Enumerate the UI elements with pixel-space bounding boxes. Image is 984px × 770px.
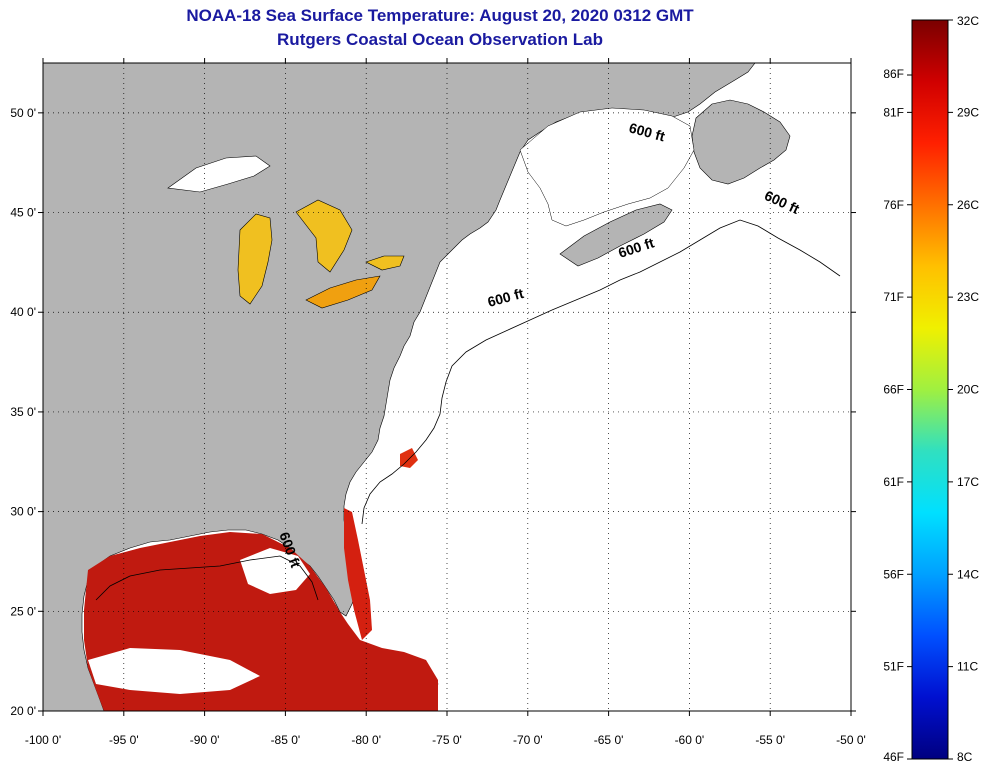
gulf-cloud-gap xyxy=(88,648,260,694)
lon-tick-label: -75 0' xyxy=(432,733,462,747)
florida-coast-sst xyxy=(344,508,372,640)
colorbar: 32C 29C 26C 23C 20C 17C 14C 11C 8C 86F 81F 76F 71F 66… xyxy=(883,14,979,764)
lat-tick-label: 35 0' xyxy=(10,405,36,419)
colorbar-c-label: 11C xyxy=(957,660,978,674)
colorbar-f-label: 71F xyxy=(883,290,904,304)
lake-huron xyxy=(295,199,353,273)
lat-tick-label: 20 0' xyxy=(10,704,36,718)
colorbar-f-label: 81F xyxy=(883,105,904,119)
lat-tick-label: 40 0' xyxy=(10,305,36,319)
colorbar-c-label: 29C xyxy=(957,105,979,119)
colorbar-f-label: 76F xyxy=(883,198,904,212)
lon-tick-label: -85 0' xyxy=(271,733,301,747)
colorbar-f-label: 46F xyxy=(883,750,904,764)
lake-michigan xyxy=(237,213,273,305)
colorbar-c-label: 20C xyxy=(957,383,979,397)
chart-title: NOAA-18 Sea Surface Temperature: August … xyxy=(186,6,694,25)
lon-tick-label: -50 0' xyxy=(836,733,866,747)
colorbar-f-label: 66F xyxy=(883,383,904,397)
colorbar-ticks: 32C 29C 26C 23C 20C 17C 14C 11C 8C 86F 81F 76F 71F 66… xyxy=(883,14,979,764)
lon-tick-label: -60 0' xyxy=(675,733,705,747)
lon-tick-label: -100 0' xyxy=(25,733,61,747)
lon-tick-label: -80 0' xyxy=(351,733,381,747)
gulf-st-lawrence xyxy=(519,107,695,227)
lat-tick-label: 30 0' xyxy=(10,505,36,519)
lat-tick-label: 25 0' xyxy=(10,604,36,618)
lon-tick-label: -95 0' xyxy=(109,733,139,747)
colorbar-f-label: 86F xyxy=(883,67,904,81)
land-nova-scotia xyxy=(559,203,673,267)
lon-tick-label: -70 0' xyxy=(513,733,543,747)
colorbar-c-label: 14C xyxy=(957,567,979,581)
chart-subtitle: Rutgers Coastal Ocean Observation Lab xyxy=(277,30,603,49)
lake-ontario xyxy=(365,255,405,271)
colorbar-c-label: 23C xyxy=(957,290,979,304)
colorbar-c-label: 17C xyxy=(957,475,979,489)
lat-tick-label: 45 0' xyxy=(10,206,36,220)
isobath-600ft-gulf xyxy=(95,555,319,601)
lat-tick-label: 50 0' xyxy=(10,106,36,120)
lon-tick-label: -90 0' xyxy=(190,733,220,747)
gulf-cloud-gap-2 xyxy=(240,548,310,594)
lon-tick-label: -65 0' xyxy=(594,733,624,747)
colorbar-c-label: 26C xyxy=(957,198,979,212)
colorbar-f-label: 61F xyxy=(883,475,904,489)
map-axes: -100 0' -95 0' -90 0' -85 0' -80 0' -75 0' -70… xyxy=(10,58,866,747)
lake-erie xyxy=(305,275,381,309)
isobath-600ft xyxy=(361,219,841,525)
lon-tick-label: -55 0' xyxy=(755,733,785,747)
colorbar-f-label: 51F xyxy=(883,660,904,674)
lake-superior xyxy=(167,155,271,193)
colorbar-f-label: 56F xyxy=(883,567,904,581)
colorbar-gradient xyxy=(911,19,949,760)
colorbar-c-label: 32C xyxy=(957,14,979,28)
graticule xyxy=(43,63,851,711)
land-newfoundland xyxy=(691,99,791,185)
colorbar-c-label: 8C xyxy=(957,750,973,764)
